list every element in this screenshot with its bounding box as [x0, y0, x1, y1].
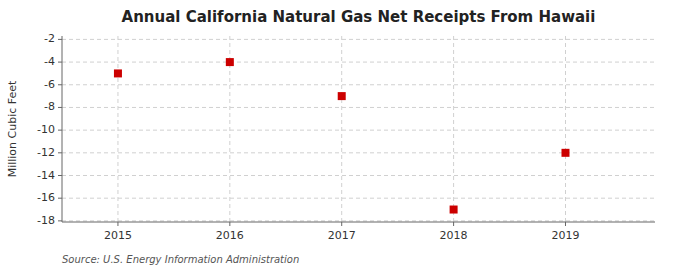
y-grid-line	[62, 220, 655, 221]
y-tick-label: -8	[44, 100, 55, 113]
y-tick-label: -10	[37, 123, 55, 136]
point	[226, 58, 234, 66]
y-tick	[58, 198, 62, 199]
y-tick-label: -16	[37, 191, 55, 204]
y-tick	[58, 39, 62, 40]
y-tick-label: -4	[44, 55, 55, 68]
y-tick-label: -14	[37, 169, 55, 182]
x-grid-line	[453, 36, 454, 222]
y-tick	[58, 130, 62, 131]
x-grid-line	[341, 36, 342, 222]
x-tick	[341, 222, 342, 226]
y-tick-label: -6	[44, 78, 55, 91]
x-tick	[229, 222, 230, 226]
point	[338, 92, 346, 100]
y-grid-line	[62, 198, 655, 199]
y-grid-line	[62, 39, 655, 40]
x-tick-label: 2018	[440, 229, 468, 242]
y-axis-label: Million Cubic Feet	[6, 80, 19, 177]
y-grid-line	[62, 175, 655, 176]
y-tick-label: -12	[37, 146, 55, 159]
x-tick	[565, 222, 566, 226]
x-tick-label: 2017	[328, 229, 356, 242]
y-tick-label: -2	[44, 32, 55, 45]
point	[561, 149, 569, 157]
y-tick-label: -18	[37, 214, 55, 227]
x-grid-line	[565, 36, 566, 222]
x-tick	[453, 222, 454, 226]
y-tick	[58, 152, 62, 153]
chart: -2 -4 -6 -8 -10 -12 -14 -16 -18 2015 2016 2017 2018 2…	[0, 0, 675, 275]
y-grid-line	[62, 62, 655, 63]
point	[450, 206, 458, 214]
y-grid-line	[62, 107, 655, 108]
y-axis-line	[62, 36, 63, 222]
x-grid-line	[117, 36, 118, 222]
y-tick	[58, 62, 62, 63]
points	[114, 58, 570, 213]
x-tick-label: 2019	[551, 229, 579, 242]
y-tick	[58, 107, 62, 108]
x-axis-line	[62, 222, 655, 223]
title: Annual California Natural Gas Net Receip…	[122, 8, 596, 26]
x-tick	[117, 222, 118, 226]
point	[114, 69, 122, 77]
y-tick	[58, 175, 62, 176]
x-tick-label: 2016	[216, 229, 244, 242]
y-grid-line	[62, 130, 655, 131]
y-tick	[58, 220, 62, 221]
annotation: Source: U.S. Energy Information Administ…	[62, 254, 299, 265]
y-grid-line	[62, 84, 655, 85]
y-tick	[58, 84, 62, 85]
x-tick-label: 2015	[104, 229, 132, 242]
